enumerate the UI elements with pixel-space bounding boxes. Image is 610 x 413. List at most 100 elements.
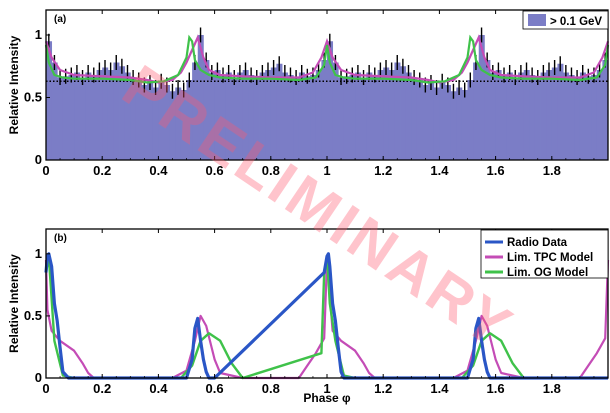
histogram-bar bbox=[124, 72, 131, 160]
histogram-bar bbox=[46, 41, 53, 160]
histogram-bar bbox=[175, 87, 182, 160]
histogram-bar bbox=[270, 67, 277, 160]
histogram-bar bbox=[445, 85, 452, 160]
legend-label-og: Lim. OG Model bbox=[507, 267, 588, 279]
histogram-bar bbox=[411, 77, 418, 160]
histogram-bar bbox=[85, 72, 92, 160]
panel-a: 0 0.2 0.4 0.6 0.8 1 1.2 1.4 1.6 1.8 00.51 (a) Rel… bbox=[7, 9, 610, 178]
histogram-bar bbox=[141, 85, 148, 160]
legend-label-tpc: Lim. TPC Model bbox=[507, 252, 593, 264]
histogram-bar bbox=[51, 62, 58, 160]
x-tick-label: 0.2 bbox=[93, 163, 111, 178]
histogram-bar bbox=[287, 75, 294, 160]
histogram-bar bbox=[478, 35, 485, 160]
histogram-bar bbox=[327, 41, 334, 160]
y-tick-label: 0.5 bbox=[24, 90, 42, 105]
x-tick-label: 0.4 bbox=[149, 381, 168, 396]
histogram-bar bbox=[203, 60, 210, 160]
histogram-bar bbox=[68, 75, 75, 160]
panel-a-y-ticks: 00.51 bbox=[24, 27, 50, 167]
y-tick-label: 0 bbox=[35, 152, 42, 167]
histogram-bar bbox=[135, 80, 142, 160]
panel-a-x-ticks: 0 0.2 0.4 0.6 0.8 1 1.2 1.4 1.6 1.8 bbox=[42, 10, 595, 178]
x-tick-label: 1.6 bbox=[487, 163, 505, 178]
histogram-bar bbox=[220, 75, 227, 160]
histogram-bar bbox=[456, 87, 463, 160]
panel-b-legend: Radio Data Lim. TPC Model Lim. OG Model bbox=[480, 229, 609, 279]
histogram-bar bbox=[237, 72, 244, 160]
histogram-bar bbox=[540, 72, 547, 160]
x-tick-label: 0.2 bbox=[93, 381, 111, 396]
histogram-bar bbox=[461, 90, 468, 160]
histogram-bar bbox=[315, 70, 322, 160]
histogram-bar bbox=[602, 60, 609, 160]
og-model-line bbox=[44, 34, 610, 84]
histogram-bar bbox=[119, 66, 126, 160]
histogram-bar bbox=[596, 70, 603, 160]
x-tick-label: 0 bbox=[42, 381, 49, 396]
histogram-bar bbox=[242, 70, 249, 160]
histogram-bar bbox=[169, 91, 176, 160]
histogram-bar bbox=[450, 91, 457, 160]
histogram-bar bbox=[248, 75, 255, 160]
histogram-bar bbox=[130, 77, 137, 160]
histogram-bar bbox=[473, 62, 480, 160]
histogram-bar bbox=[186, 80, 193, 160]
histogram-bar bbox=[74, 72, 81, 160]
panel-b: 0 0.2 0.4 0.6 0.8 1 1.2 1.4 1.6 1.8 00.51 (b) Rel… bbox=[7, 228, 610, 405]
panel-b-y-axis-label: Relative Intensity bbox=[7, 254, 21, 353]
histogram-bar bbox=[360, 77, 367, 160]
histogram-bar bbox=[405, 72, 412, 160]
histogram-bar bbox=[208, 72, 215, 160]
histogram-bar bbox=[563, 72, 570, 160]
histogram-bar bbox=[439, 81, 446, 160]
histogram-bar bbox=[102, 67, 109, 160]
histogram-bar bbox=[428, 82, 435, 160]
histogram-bar bbox=[546, 70, 553, 160]
histogram-bar bbox=[225, 72, 232, 160]
histogram-bar bbox=[574, 77, 581, 160]
histogram-bar bbox=[158, 81, 165, 160]
y-tick-label: 1 bbox=[35, 27, 42, 42]
histogram-bar bbox=[394, 62, 401, 160]
x-tick-label: 1.4 bbox=[430, 163, 449, 178]
histogram-bar bbox=[501, 75, 508, 160]
x-tick-label: 0 bbox=[42, 163, 49, 178]
y-tick-label: 0.5 bbox=[24, 308, 42, 323]
histogram-bar bbox=[282, 72, 289, 160]
histogram-bar bbox=[489, 72, 496, 160]
panel-b-label: (b) bbox=[54, 233, 67, 244]
histogram-bar bbox=[180, 90, 187, 160]
histogram-bar bbox=[310, 75, 317, 160]
histogram-bar bbox=[62, 76, 69, 160]
histogram-bar bbox=[147, 82, 154, 160]
histogram-bar bbox=[79, 77, 86, 160]
x-tick-label: 1.8 bbox=[543, 163, 561, 178]
legend-box bbox=[480, 229, 609, 279]
histogram-bar bbox=[371, 75, 378, 160]
histogram-bar bbox=[265, 70, 272, 160]
histogram-bar bbox=[534, 77, 541, 160]
histogram-bar bbox=[96, 70, 103, 160]
histogram-bar bbox=[321, 60, 328, 160]
histogram-bar bbox=[568, 75, 575, 160]
histogram-bar bbox=[400, 66, 407, 160]
x-tick-label: 1.8 bbox=[543, 381, 561, 396]
histogram-bar bbox=[557, 63, 564, 160]
histogram-bar bbox=[107, 70, 114, 160]
x-tick-label: 0.6 bbox=[206, 381, 224, 396]
histogram-bar bbox=[253, 77, 260, 160]
x-tick-label: 1.4 bbox=[430, 381, 449, 396]
histogram-bar bbox=[332, 62, 339, 160]
histogram-bar bbox=[422, 85, 429, 160]
histogram-bar bbox=[377, 70, 384, 160]
histogram-bar bbox=[343, 76, 350, 160]
histogram-bar bbox=[523, 70, 530, 160]
histogram-bar bbox=[304, 76, 311, 160]
histogram-bar bbox=[585, 76, 592, 160]
x-tick-label: 1 bbox=[323, 381, 330, 396]
x-tick-label: 1.2 bbox=[374, 381, 392, 396]
x-axis-label: Phase φ bbox=[303, 391, 351, 405]
histogram-bar bbox=[529, 75, 536, 160]
